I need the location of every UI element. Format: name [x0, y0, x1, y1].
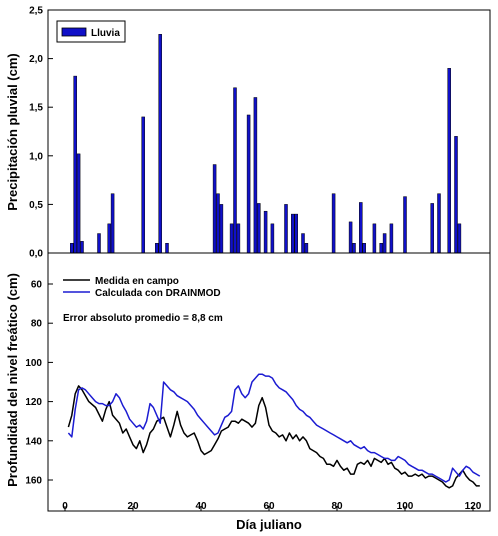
rainfall-bar [73, 75, 77, 254]
rainfall-bar [107, 223, 111, 254]
rainfall-bar [257, 203, 261, 254]
rainfall-bars [70, 34, 462, 254]
x-tick-label: 20 [127, 501, 139, 512]
rainfall-bar [304, 243, 309, 254]
rainfall-legend-swatch [61, 27, 87, 37]
rainfall-bar [372, 223, 377, 254]
rainfall-bar [219, 204, 224, 254]
watertable-y-tick-label: 140 [25, 436, 42, 447]
watertable-y-tick-label: 100 [25, 358, 42, 369]
rainfall-bar [437, 193, 441, 254]
watertable-axis-ticks: 60 80 100 120 140 160 0 20 40 60 80 100 120 [25, 280, 481, 513]
rainfall-y-tick-label: 0,5 [29, 200, 43, 211]
x-tick-label: 0 [62, 501, 68, 512]
rainfall-bar [352, 243, 356, 254]
rainfall-bar [382, 233, 387, 254]
rainfall-y-axis-title: Precipitación pluvial (cm) [5, 53, 20, 211]
rainfall-y-tick-label: 2,5 [29, 6, 43, 17]
rainfall-bar [165, 243, 169, 254]
rainfall-bar [447, 68, 451, 254]
legend-label-measured: Medida en campo [95, 276, 179, 287]
x-tick-label: 100 [397, 501, 414, 512]
rainfall-bar [359, 202, 363, 254]
rainfall-bar [389, 223, 394, 254]
watertable-panel: 60 80 100 120 140 160 0 20 40 60 80 100 120 Medida e… [5, 252, 491, 532]
rainfall-legend-label: Lluvia [91, 28, 120, 39]
rainfall-bar [362, 243, 366, 254]
x-tick-label: 120 [465, 501, 482, 512]
watertable-series [67, 373, 481, 489]
rainfall-panel: 0,0 0,5 1,0 1,5 2,0 2,5 Lluvia Precipitación … [5, 6, 491, 260]
rainfall-bar [141, 116, 145, 254]
rainfall-bar [291, 213, 295, 254]
rainfall-bar [379, 243, 383, 254]
legend-label-drainmod: Calculada con DRAINMOD [95, 288, 221, 299]
rainfall-y-tick-label: 1,0 [29, 151, 43, 162]
rainfall-bar [110, 193, 115, 254]
rainfall-bar [294, 213, 298, 254]
rainfall-bar [212, 164, 217, 254]
rainfall-bar [233, 87, 237, 254]
rainfall-bar [216, 193, 220, 254]
watertable-y-tick-label: 120 [25, 397, 42, 408]
error-annotation: Error absoluto promedio = 8,8 cm [63, 313, 223, 324]
x-tick-label: 40 [195, 501, 207, 512]
watertable-y-tick-label: 60 [31, 280, 43, 291]
rainfall-bar [263, 210, 268, 254]
watertable-y-axis-title: Profundidad del nivel freático (cm) [5, 273, 20, 487]
rainfall-bar [454, 136, 458, 254]
rainfall-bar [76, 153, 81, 254]
rainfall-bar [430, 203, 434, 254]
rainfall-y-ticks: 0,0 0,5 1,0 1,5 2,0 2,5 [29, 6, 53, 260]
rainfall-bar [301, 233, 305, 254]
rainfall-bar [80, 241, 84, 254]
rainfall-bar [229, 223, 234, 254]
series-line-drainmod [67, 373, 481, 483]
rainfall-bar [403, 196, 407, 254]
series-line-measured [67, 385, 480, 489]
rainfall-bar [97, 233, 101, 254]
watertable-y-tick-label: 160 [25, 476, 42, 487]
x-tick-label: 80 [331, 501, 343, 512]
watertable-y-tick-label: 80 [31, 319, 43, 330]
rainfall-bar [457, 223, 462, 254]
rainfall-bar [70, 243, 74, 254]
x-axis-title: Día juliano [236, 517, 302, 532]
x-tick-label: 60 [263, 501, 275, 512]
rainfall-legend-box [56, 20, 126, 43]
rainfall-bar [270, 223, 275, 254]
rainfall-bar [236, 223, 241, 254]
rainfall-bar [331, 193, 336, 254]
rainfall-bar [155, 243, 159, 254]
rainfall-y-tick-label: 1,5 [29, 103, 43, 114]
rainfall-y-tick-label: 2,0 [29, 54, 43, 65]
rainfall-bar [284, 204, 288, 254]
rainfall-legend: Lluvia [56, 20, 126, 43]
rainfall-bar [158, 34, 162, 254]
rainfall-bar [348, 221, 353, 254]
rainfall-bar [246, 114, 251, 254]
watertable-legend: Medida en campo Calculada con DRAINMOD [63, 276, 221, 299]
rainfall-y-tick-label: 0,0 [29, 249, 43, 260]
rainfall-bar [253, 97, 258, 254]
